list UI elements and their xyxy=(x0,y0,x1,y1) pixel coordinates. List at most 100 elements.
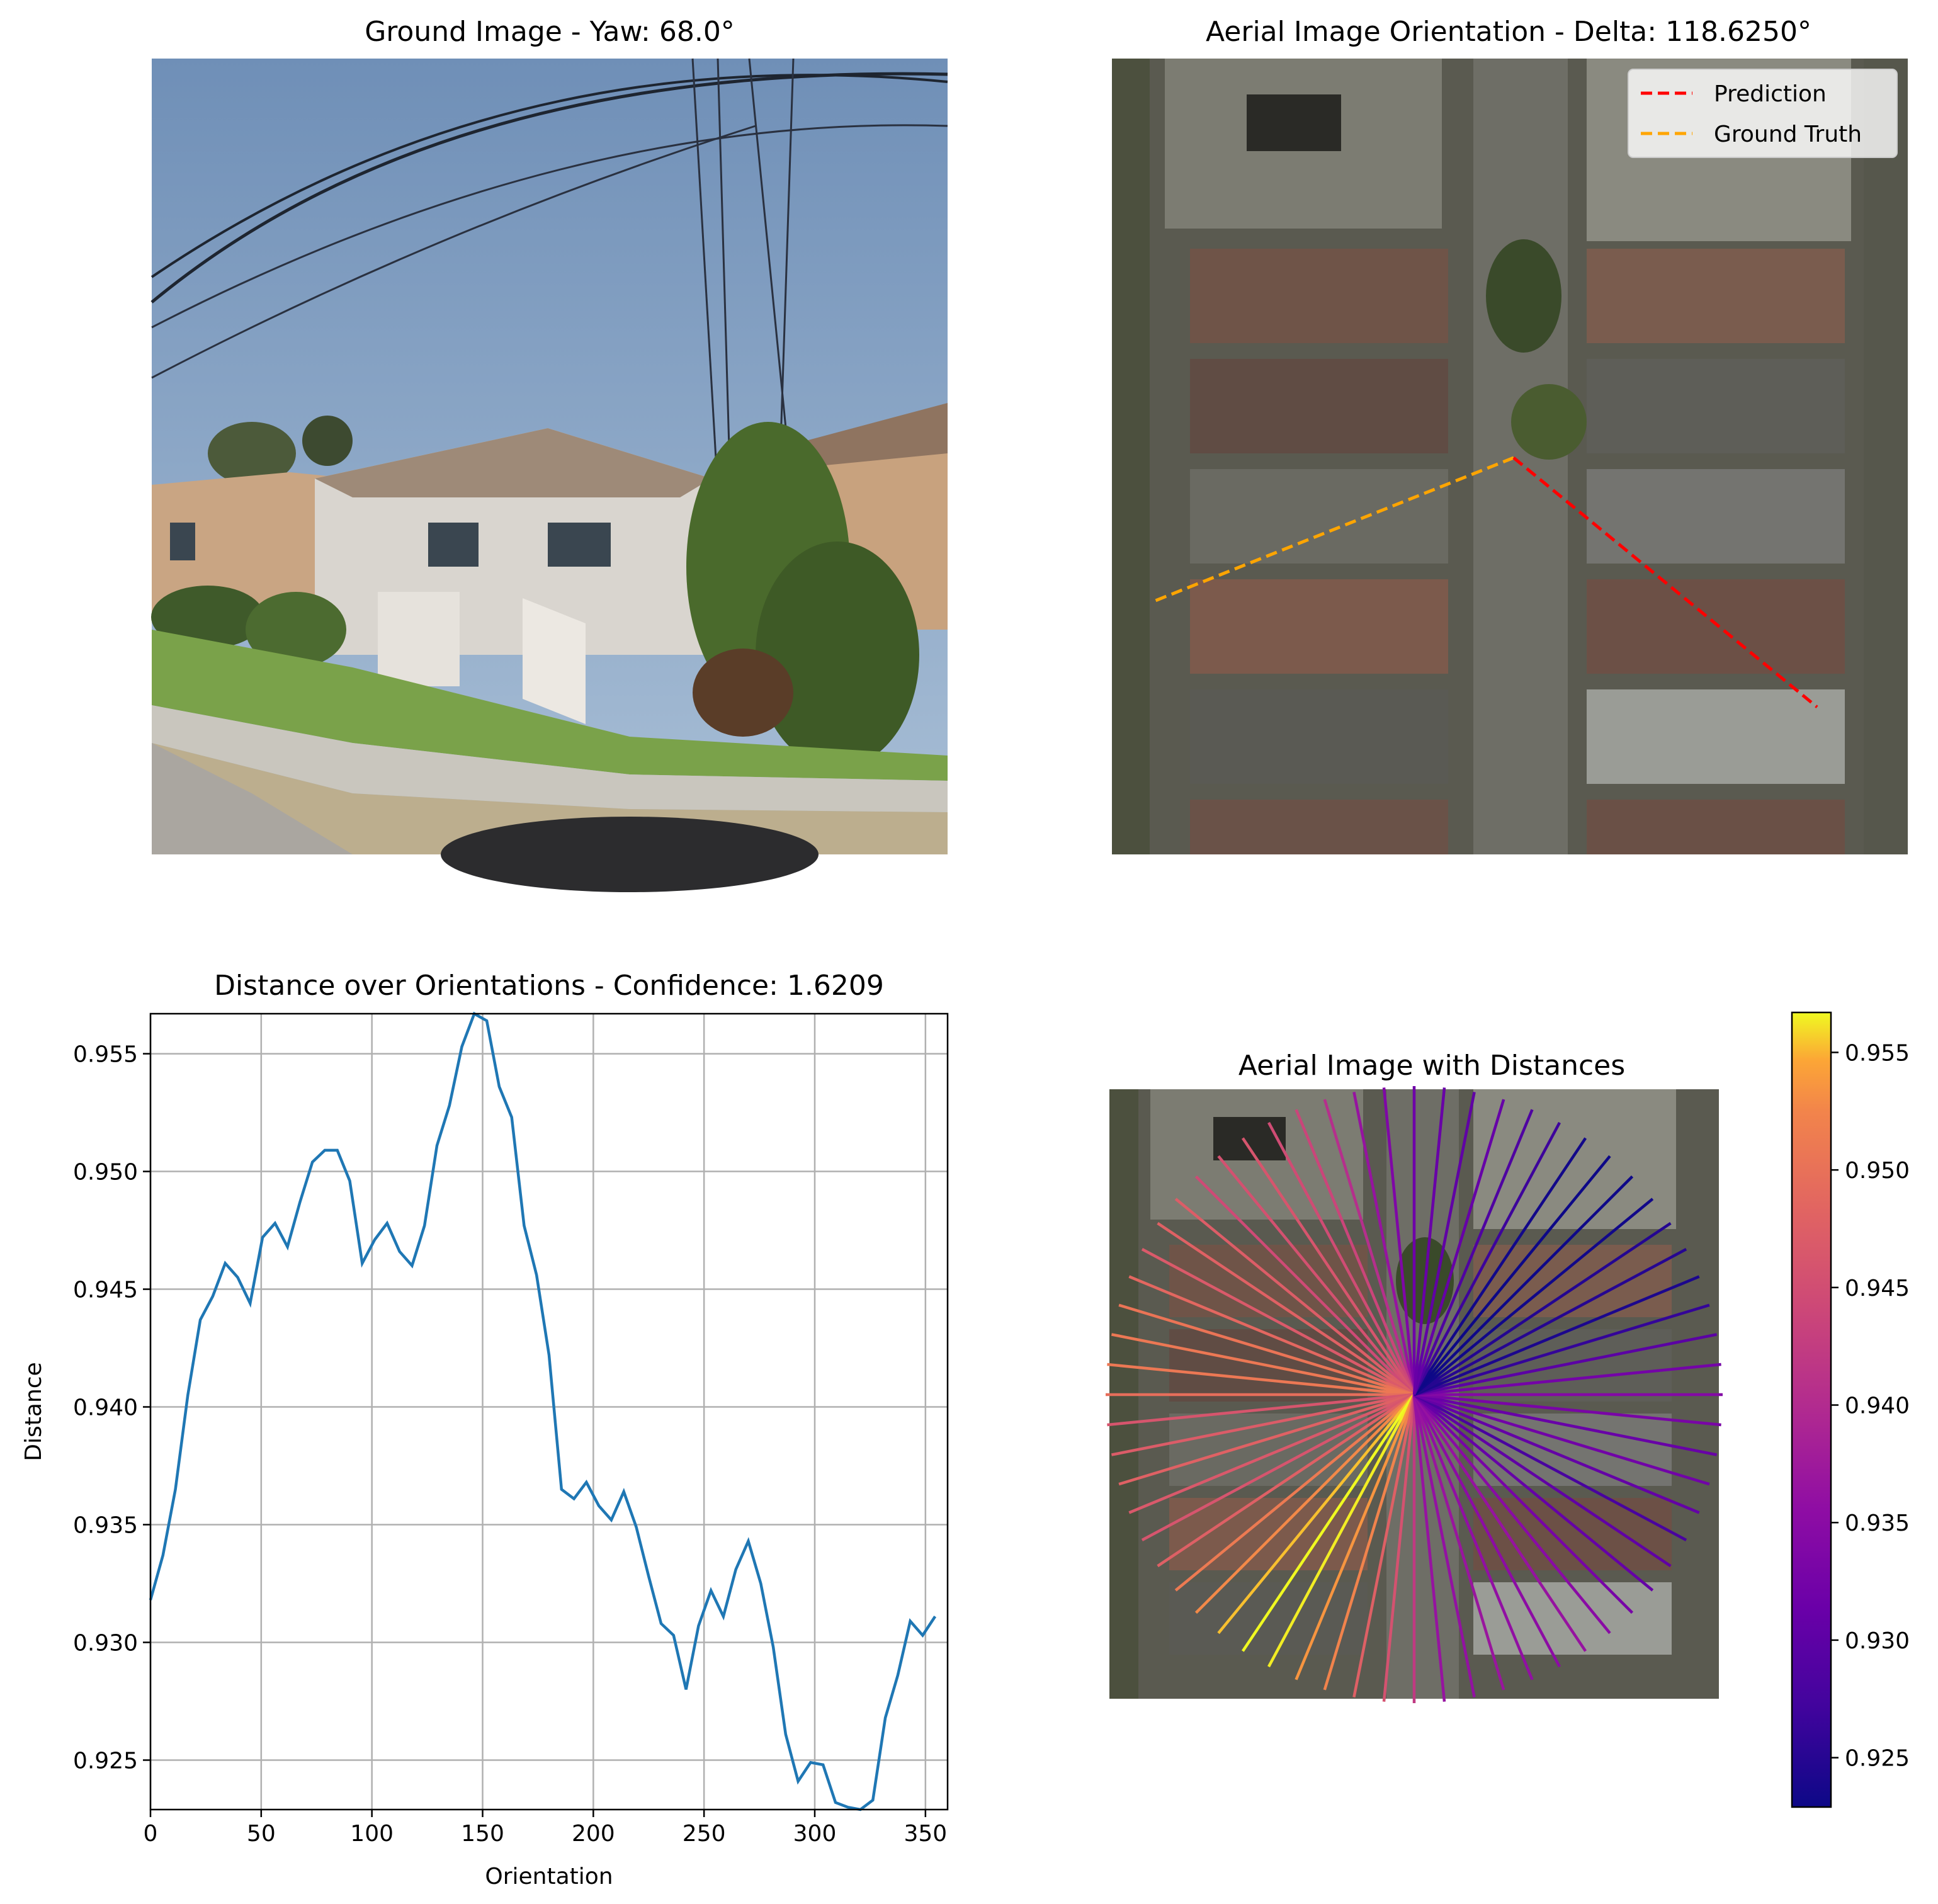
distance-ray xyxy=(1295,1394,1416,1680)
distance-ray xyxy=(1413,1393,1634,1614)
y-tick-label: 0.945 xyxy=(73,1278,138,1303)
x-axis-label: Orientation xyxy=(485,1864,613,1890)
legend-ground-truth-label: Ground Truth xyxy=(1714,122,1862,147)
aerial-orientation-panel: Aerial Image Orientation - Delta: 118.62… xyxy=(1112,16,1908,854)
x-tick-label: 200 xyxy=(572,1821,615,1847)
distance-chart-frame xyxy=(149,1012,949,1811)
distance-ray xyxy=(1413,1155,1611,1396)
distance-ray xyxy=(1413,1121,1561,1396)
distance-ray xyxy=(1174,1198,1415,1396)
distance-ray xyxy=(1157,1221,1415,1396)
aerial-distances-panel: Aerial Image with Distances 0.9250.9300.… xyxy=(1106,1011,1910,1808)
distance-ray xyxy=(1267,1121,1415,1396)
distance-ray xyxy=(1141,1248,1415,1396)
distance-ray xyxy=(1111,1393,1415,1456)
aerial-distances-title: Aerial Image with Distances xyxy=(1238,1050,1625,1082)
distance-ray xyxy=(1217,1155,1415,1396)
distance-ray xyxy=(1141,1393,1415,1541)
colorbar: 0.925 0.930 0.935 0.940 0.945 0.950 0.955 xyxy=(1791,1011,1910,1808)
distance-rays xyxy=(1106,1086,1723,1703)
distance-ray xyxy=(1107,1363,1415,1397)
distance-ray xyxy=(1157,1393,1415,1568)
distance-ray xyxy=(1382,1087,1416,1395)
x-tick-label: 50 xyxy=(247,1821,276,1847)
colorbar-tick-label: 0.930 xyxy=(1845,1628,1910,1654)
distance-ray xyxy=(1128,1393,1415,1514)
y-tick-label: 0.955 xyxy=(73,1042,138,1068)
colorbar-tick-label: 0.935 xyxy=(1845,1510,1910,1536)
ground-image-panel: Ground Image - Yaw: 68.0° xyxy=(150,16,948,892)
distance-ray xyxy=(1414,1393,1721,1427)
distance-ray xyxy=(1413,1393,1561,1668)
colorbar-tick-label: 0.940 xyxy=(1845,1393,1910,1419)
ground-image-title: Ground Image - Yaw: 68.0° xyxy=(365,16,735,48)
ground-image xyxy=(150,58,948,892)
distance-ray xyxy=(1412,1087,1446,1395)
distance-ray xyxy=(1295,1109,1416,1395)
distance-ray xyxy=(1414,1275,1700,1397)
y-tick-label: 0.935 xyxy=(73,1513,138,1539)
aerial-image xyxy=(1112,59,1908,854)
distance-ray xyxy=(1412,1394,1534,1680)
distance-ray xyxy=(1414,1393,1718,1456)
distance-chart-title: Distance over Orientations - Confidence:… xyxy=(214,970,884,1002)
distance-ray xyxy=(1412,1091,1476,1395)
distance-ray xyxy=(1412,1099,1505,1395)
ground-truth-line xyxy=(1152,456,1514,604)
distance-ray xyxy=(1118,1303,1415,1397)
colorbar-ticks: 0.925 0.930 0.935 0.940 0.945 0.950 0.955 xyxy=(1831,1040,1910,1772)
prediction-line xyxy=(1512,456,1818,708)
distance-ray xyxy=(1414,1303,1710,1397)
distance-ray xyxy=(1241,1393,1415,1652)
x-tick-label: 150 xyxy=(461,1821,504,1847)
distance-ray xyxy=(1413,1175,1634,1396)
distance-ray xyxy=(1323,1099,1416,1395)
distance-ray xyxy=(1413,1393,1687,1541)
colorbar-tick-label: 0.925 xyxy=(1845,1746,1910,1772)
distance-ray xyxy=(1413,1393,1611,1635)
colorbar-tick-label: 0.955 xyxy=(1845,1040,1910,1066)
distance-ray xyxy=(1412,1394,1446,1702)
distance-ray xyxy=(1412,1109,1534,1395)
distance-ray xyxy=(1413,1393,1654,1592)
colorbar-tick-label: 0.945 xyxy=(1845,1276,1910,1301)
y-tick-label: 0.940 xyxy=(73,1395,138,1421)
x-tick-label: 250 xyxy=(683,1821,726,1847)
distance-series-line xyxy=(149,1011,937,1811)
distance-ray xyxy=(1194,1393,1415,1614)
y-tick-label: 0.930 xyxy=(73,1630,138,1656)
distance-ray xyxy=(1413,1393,1587,1652)
distance-ray xyxy=(1413,1248,1687,1396)
y-tick-label: 0.950 xyxy=(73,1160,138,1186)
distance-ray xyxy=(1352,1091,1416,1395)
distance-ray xyxy=(1412,1394,1505,1691)
distance-ray xyxy=(1267,1393,1415,1668)
distance-ray xyxy=(1414,1393,1710,1486)
aerial-orientation-title: Aerial Image Orientation - Delta: 118.62… xyxy=(1206,16,1811,48)
distance-ray xyxy=(1413,1137,1587,1396)
distance-ray xyxy=(1414,1333,1718,1397)
distance-ray xyxy=(1118,1393,1415,1486)
legend: Prediction Ground Truth xyxy=(1628,69,1898,158)
distance-ray xyxy=(1111,1333,1415,1397)
distance-ray xyxy=(1414,1393,1700,1514)
x-tick-label: 100 xyxy=(350,1821,394,1847)
colorbar-gradient xyxy=(1791,1011,1832,1808)
distance-ray xyxy=(1217,1393,1415,1635)
x-tick-label: 0 xyxy=(144,1821,158,1847)
distance-ray xyxy=(1241,1137,1415,1396)
distance-ray xyxy=(1412,1394,1476,1698)
distance-ray xyxy=(1174,1393,1415,1592)
distance-ray xyxy=(1352,1394,1416,1698)
distance-ray xyxy=(1323,1394,1416,1691)
distance-ray xyxy=(1128,1275,1415,1397)
distance-ray xyxy=(1382,1394,1416,1702)
y-tick-label: 0.925 xyxy=(73,1748,138,1774)
distance-chart-panel: Distance over Orientations - Confidence:… xyxy=(21,970,949,1890)
distance-ray xyxy=(1414,1363,1721,1397)
distance-ray xyxy=(1194,1175,1415,1396)
x-tick-label: 300 xyxy=(793,1821,837,1847)
colorbar-tick-label: 0.950 xyxy=(1845,1158,1910,1184)
x-tick-label: 350 xyxy=(904,1821,947,1847)
